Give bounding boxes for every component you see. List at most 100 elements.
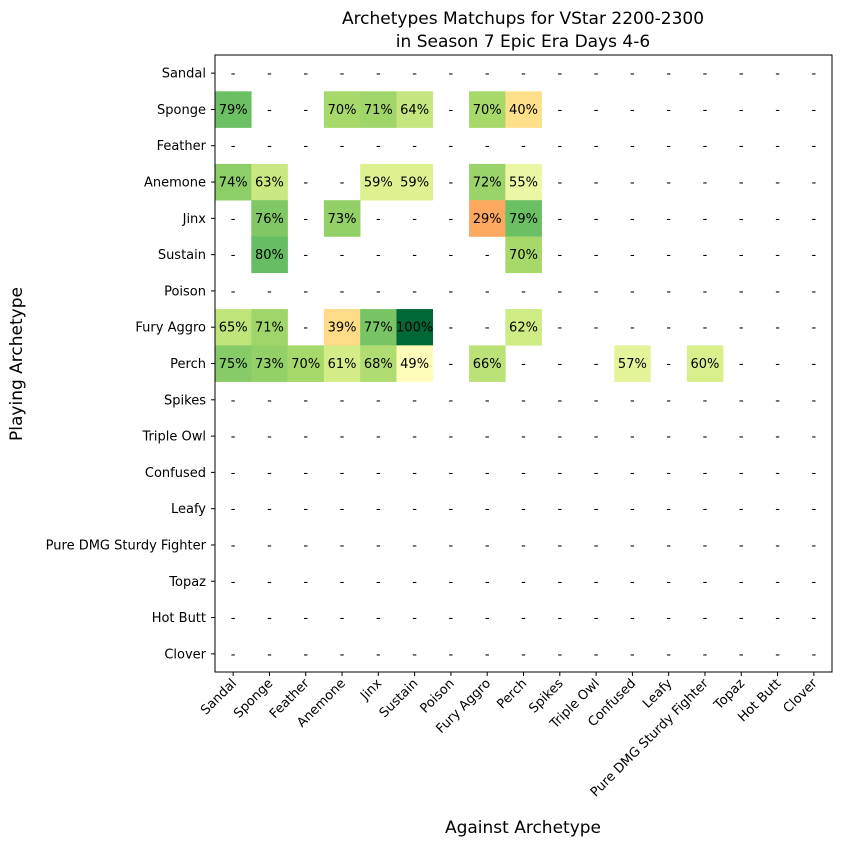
heatmap-cell-label: -: [666, 321, 671, 336]
heatmap-cell-label: -: [775, 466, 780, 481]
heatmap-cell-label: 74%: [219, 176, 248, 191]
heatmap-cell-label: -: [594, 176, 599, 191]
heatmap-cell-label: -: [630, 575, 635, 590]
heatmap-cell-label: -: [812, 575, 817, 590]
heatmap-cell-label: -: [557, 67, 562, 82]
heatmap-cell-label: -: [739, 502, 744, 517]
heatmap-cell-label: -: [449, 321, 454, 336]
heatmap-cell-labels: - - - - - - - - - - - - - - - - - 79% - - 70% 71% 64% - 70% 40% - -…: [219, 67, 817, 663]
heatmap-cell-label: -: [630, 67, 635, 82]
heatmap-cell-label: -: [449, 393, 454, 408]
heatmap-cell-label: -: [267, 67, 272, 82]
heatmap-cell-label: -: [557, 212, 562, 227]
heatmap-cell-label: -: [739, 67, 744, 82]
heatmap-cell-label: -: [231, 466, 236, 481]
heatmap-cell: [323, 309, 361, 346]
heatmap-cell-label: -: [485, 611, 490, 626]
heatmap-cell-label: -: [739, 139, 744, 154]
heatmap-cell-label: -: [557, 321, 562, 336]
heatmap-cell-label: -: [340, 647, 345, 662]
heatmap-cell-label: -: [557, 611, 562, 626]
heatmap-cell-label: -: [412, 466, 417, 481]
y-tick-label: Poison: [164, 284, 206, 299]
x-tick-label: Perch: [494, 676, 530, 712]
heatmap-cell-label: -: [594, 538, 599, 553]
heatmap-cell-label: -: [812, 357, 817, 372]
heatmap-cell-label: -: [775, 67, 780, 82]
heatmap-cell: [251, 345, 288, 382]
heatmap-cell-label: -: [594, 284, 599, 299]
heatmap-cell: [396, 345, 434, 382]
heatmap-cell-label: -: [231, 538, 236, 553]
heatmap-cell: [287, 345, 325, 382]
chart-title-line-1: Archetypes Matchups for VStar 2200-2300: [342, 9, 704, 29]
heatmap-cell-label: -: [231, 248, 236, 263]
heatmap-cell-label: -: [775, 538, 780, 553]
heatmap-cell-label: -: [376, 284, 381, 299]
heatmap-cell-label: -: [594, 139, 599, 154]
heatmap-cell-label: -: [630, 103, 635, 118]
heatmap-cell-label: -: [485, 502, 490, 517]
heatmap-cell-label: -: [376, 575, 381, 590]
heatmap-cell: [505, 200, 542, 237]
heatmap-cell-label: -: [231, 575, 236, 590]
heatmap-cell: [360, 163, 397, 201]
y-tick-label: Leafy: [171, 502, 206, 517]
heatmap-cell-label: -: [303, 321, 308, 336]
heatmap-cell-label: -: [521, 466, 526, 481]
heatmap-cell-label: -: [485, 321, 490, 336]
heatmap-cell-label: -: [594, 611, 599, 626]
heatmap-cell-label: 59%: [400, 176, 429, 191]
heatmap-cell-label: -: [303, 647, 308, 662]
heatmap-cell-label: -: [557, 538, 562, 553]
y-tick-label: Triple Owl: [142, 430, 206, 445]
heatmap-cell-label: 79%: [219, 103, 248, 118]
heatmap-cell-label: -: [630, 466, 635, 481]
heatmap-cell-label: -: [267, 466, 272, 481]
heatmap-cell-label: 73%: [328, 212, 357, 227]
heatmap-cell-label: -: [340, 284, 345, 299]
heatmap-cell: [251, 200, 288, 237]
heatmap-cell-label: 70%: [509, 248, 538, 263]
y-tick-label: Pure DMG Sturdy Fighter: [46, 538, 207, 553]
heatmap-cell-label: -: [449, 430, 454, 445]
heatmap-cell-label: -: [666, 647, 671, 662]
heatmap-cell-label: -: [557, 139, 562, 154]
heatmap-cell-label: -: [231, 647, 236, 662]
x-tick-label: Clover: [781, 676, 822, 717]
heatmap-cell-label: -: [267, 103, 272, 118]
heatmap-cell-label: -: [376, 212, 381, 227]
heatmap-cell-label: -: [666, 248, 671, 263]
heatmap-cell-label: -: [812, 248, 817, 263]
heatmap-cell-label: -: [267, 430, 272, 445]
heatmap-cell: [323, 91, 361, 128]
heatmap-cell-label: -: [703, 176, 708, 191]
y-tick-label: Clover: [164, 647, 206, 662]
heatmap-cell-label: -: [376, 248, 381, 263]
heatmap-cell-label: -: [303, 502, 308, 517]
heatmap-cell-label: 57%: [618, 357, 647, 372]
heatmap-cell-label: -: [812, 67, 817, 82]
heatmap-cell-label: -: [412, 502, 417, 517]
heatmap-cell-label: -: [340, 538, 345, 553]
y-axis-ticks: Sandal Sponge Feather Anemone Jinx Sustain Poi…: [46, 67, 215, 662]
heatmap-cell-label: -: [303, 176, 308, 191]
heatmap-cell-label: -: [557, 248, 562, 263]
y-tick-label: Spikes: [164, 393, 206, 408]
heatmap-cell-label: -: [412, 575, 417, 590]
heatmap-cell-label: -: [594, 357, 599, 372]
heatmap-cell-label: 61%: [328, 357, 357, 372]
heatmap-cell-label: -: [703, 321, 708, 336]
heatmap-cell-label: 75%: [219, 357, 248, 372]
heatmap-cell: [469, 345, 506, 382]
heatmap-cell-label: -: [739, 647, 744, 662]
heatmap-cell-label: -: [775, 284, 780, 299]
heatmap-cell-label: -: [594, 103, 599, 118]
heatmap-cell: [505, 91, 542, 128]
heatmap-cell-label: -: [412, 139, 417, 154]
y-tick-label: Confused: [145, 466, 206, 481]
heatmap-cell-label: -: [267, 611, 272, 626]
heatmap-cell-label: -: [376, 466, 381, 481]
